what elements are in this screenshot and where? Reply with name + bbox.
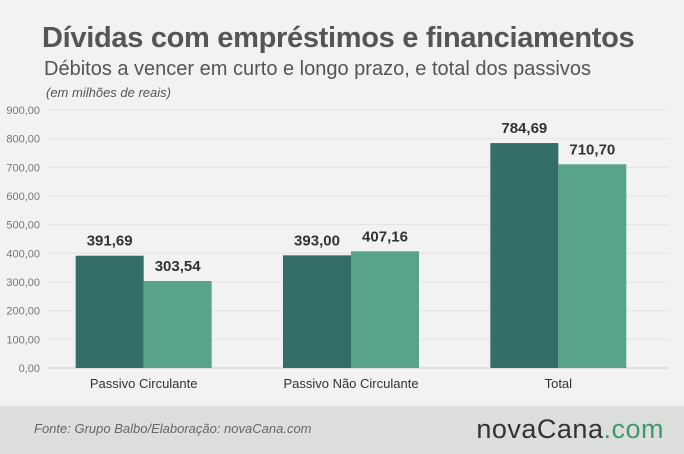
data-label: 303,54 xyxy=(155,258,202,275)
bar-series-2 xyxy=(558,164,627,368)
source-note: Fonte: Grupo Balbo/Elaboração: novaCana.… xyxy=(34,421,312,436)
brand-logo-dot: . xyxy=(603,414,612,444)
y-tick-label: 500,00 xyxy=(6,220,40,232)
chart-subtitle: Débitos a vencer em curto e longo prazo,… xyxy=(44,58,591,80)
y-tick-label: 600,00 xyxy=(6,191,40,203)
x-tick-label: Total xyxy=(545,376,573,391)
y-tick-label: 900,00 xyxy=(6,105,40,117)
data-label: 784,69 xyxy=(501,120,547,137)
bar-chart: 0,00 100,00 200,00 300,00 400,00 500,00 600,00… xyxy=(6,105,668,391)
units-note: (em milhões de reais) xyxy=(46,85,171,100)
y-tick-label: 200,00 xyxy=(6,306,40,318)
brand-logo-tld: com xyxy=(611,414,664,444)
brand-logo: novaCana.com xyxy=(476,414,664,445)
y-tick-label: 400,00 xyxy=(6,248,40,260)
data-label: 393,00 xyxy=(294,232,340,249)
brand-logo-name: novaCana xyxy=(476,414,604,444)
bar-series-2 xyxy=(351,251,419,368)
bar-series-1 xyxy=(283,255,351,368)
y-tick-label: 100,00 xyxy=(6,334,40,346)
y-tick-label: 800,00 xyxy=(6,134,40,146)
bar-series-2 xyxy=(143,280,212,368)
x-tick-label: Passivo Circulante xyxy=(90,376,198,391)
bar-series-1 xyxy=(490,143,559,368)
bar-series-1 xyxy=(75,255,144,368)
data-label: 710,70 xyxy=(569,141,615,158)
y-tick-label: 300,00 xyxy=(6,277,40,289)
data-label: 407,16 xyxy=(362,228,408,245)
y-tick-label: 0,00 xyxy=(19,363,40,375)
chart-title: Dívidas com empréstimos e financiamentos xyxy=(42,22,635,54)
data-label: 391,69 xyxy=(87,233,133,250)
footer-bar: Fonte: Grupo Balbo/Elaboração: novaCana.… xyxy=(0,406,684,454)
x-tick-label: Passivo Não Circulante xyxy=(283,376,418,391)
y-tick-label: 700,00 xyxy=(6,162,40,174)
